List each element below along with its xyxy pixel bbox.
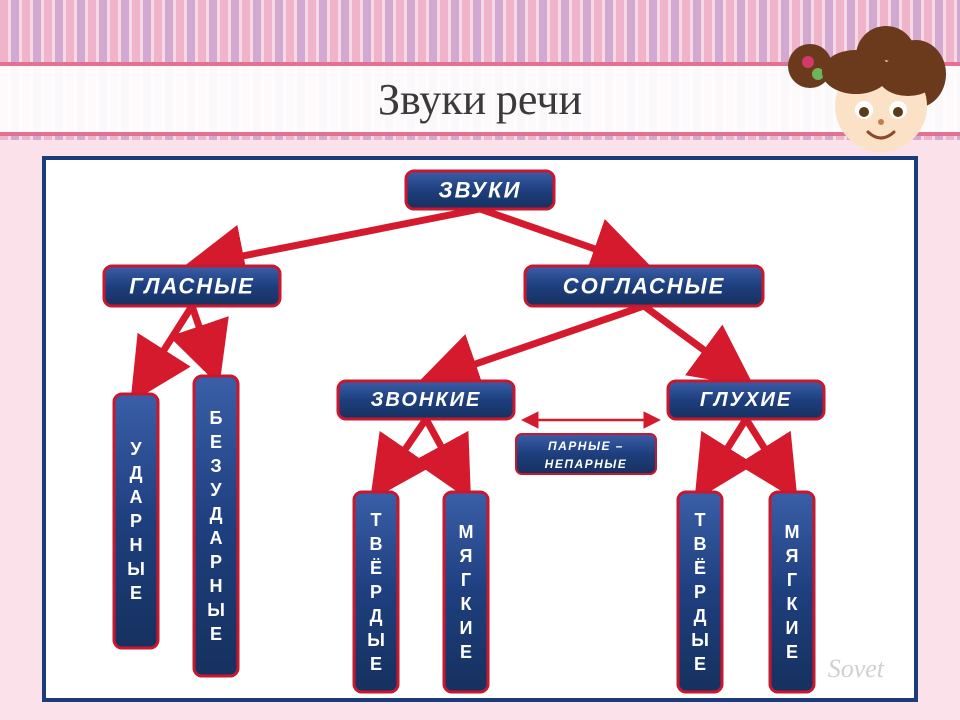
svg-text:СОГЛАСНЫЕ: СОГЛАСНЫЕ: [563, 274, 726, 299]
svg-text:Е: Е: [370, 654, 382, 674]
svg-text:Е: Е: [460, 642, 472, 662]
svg-text:А: А: [130, 487, 143, 507]
svg-text:Д: Д: [694, 606, 707, 626]
svg-text:Р: Р: [130, 511, 142, 531]
svg-text:Р: Р: [370, 582, 382, 602]
leaf-stressed: УДАРНЫЕ: [114, 394, 158, 648]
svg-text:ЗВУКИ: ЗВУКИ: [439, 178, 522, 203]
svg-text:Е: Е: [786, 642, 798, 662]
svg-text:Ы: Ы: [691, 630, 709, 650]
svg-text:В: В: [694, 534, 707, 554]
node-vowels: ГЛАСНЫЕ: [104, 266, 280, 306]
svg-text:Я: Я: [786, 546, 799, 566]
svg-text:Д: Д: [210, 504, 223, 524]
leaves-layer: УДАРНЫЕБЕЗУДАРНЫЕТВЁРДЫЕМЯГКИЕТВЁРДЫЕМЯГ…: [114, 376, 814, 692]
svg-text:НЕПАРНЫЕ: НЕПАРНЫЕ: [545, 457, 628, 471]
leaf-hard2: ТВЁРДЫЕ: [678, 492, 722, 692]
node-root: ЗВУКИ: [406, 171, 554, 209]
svg-text:Ё: Ё: [694, 558, 706, 578]
svg-text:К: К: [787, 594, 799, 614]
page: Звуки речи: [0, 0, 960, 720]
node-consonants: СОГЛАСНЫЕ: [525, 266, 763, 306]
svg-text:ГЛАСНЫЕ: ГЛАСНЫЕ: [129, 274, 255, 299]
svg-text:Я: Я: [460, 546, 473, 566]
svg-text:ЗВОНКИЕ: ЗВОНКИЕ: [371, 389, 482, 411]
arrow-2: [136, 306, 192, 394]
svg-text:Е: Е: [210, 624, 222, 644]
svg-text:Р: Р: [694, 582, 706, 602]
diagram-panel: ЗВУКИГЛАСНЫЕСОГЛАСНЫЕЗВОНКИЕГЛУХИЕПАРНЫЕ…: [42, 156, 918, 702]
svg-text:М: М: [459, 522, 474, 542]
svg-text:У: У: [210, 480, 222, 500]
arrow-8: [700, 419, 746, 492]
svg-text:И: И: [460, 618, 473, 638]
arrow-5: [644, 306, 746, 381]
svg-text:Ы: Ы: [127, 559, 145, 579]
leaf-soft2: МЯГКИЕ: [770, 492, 814, 692]
node-voiced: ЗВОНКИЕ: [338, 381, 514, 419]
svg-text:М: М: [785, 522, 800, 542]
svg-text:Д: Д: [130, 463, 143, 483]
svg-text:Е: Е: [130, 583, 142, 603]
leaf-hard1: ТВЁРДЫЕ: [354, 492, 398, 692]
arrow-0: [192, 209, 480, 266]
svg-text:Б: Б: [210, 408, 223, 428]
svg-text:А: А: [210, 528, 223, 548]
svg-text:Т: Т: [371, 510, 382, 530]
svg-text:Д: Д: [370, 606, 383, 626]
svg-text:ПАРНЫЕ –: ПАРНЫЕ –: [548, 439, 624, 453]
leaf-soft1: МЯГКИЕ: [444, 492, 488, 692]
svg-text:И: И: [786, 618, 799, 638]
svg-text:Г: Г: [461, 570, 471, 590]
arrow-4: [426, 306, 644, 381]
svg-text:Е: Е: [210, 432, 222, 452]
svg-text:Ё: Ё: [370, 558, 382, 578]
node-voiceless: ГЛУХИЕ: [668, 381, 824, 419]
svg-text:В: В: [370, 534, 383, 554]
leaf-unstressed: БЕЗУДАРНЫЕ: [194, 376, 238, 676]
svg-text:Ы: Ы: [207, 600, 225, 620]
page-title: Звуки речи: [378, 74, 582, 125]
svg-text:У: У: [130, 439, 142, 459]
node-paired: ПАРНЫЕ – НЕПАРНЫЕ: [516, 434, 656, 474]
svg-text:Т: Т: [695, 510, 706, 530]
svg-text:З: З: [210, 456, 221, 476]
title-bar: Звуки речи: [0, 62, 960, 136]
svg-text:Н: Н: [210, 576, 223, 596]
svg-text:Н: Н: [130, 535, 143, 555]
arrow-3: [192, 306, 216, 376]
arrow-9: [746, 419, 792, 492]
arrow-6: [376, 419, 426, 492]
svg-text:ГЛУХИЕ: ГЛУХИЕ: [700, 389, 792, 411]
svg-text:Р: Р: [210, 552, 222, 572]
svg-text:К: К: [461, 594, 473, 614]
arrow-1: [480, 209, 644, 266]
svg-text:Ы: Ы: [367, 630, 385, 650]
svg-text:Е: Е: [694, 654, 706, 674]
svg-text:Г: Г: [787, 570, 797, 590]
arrow-7: [426, 419, 466, 492]
tree-svg: ЗВУКИГЛАСНЫЕСОГЛАСНЫЕЗВОНКИЕГЛУХИЕПАРНЫЕ…: [46, 160, 914, 698]
